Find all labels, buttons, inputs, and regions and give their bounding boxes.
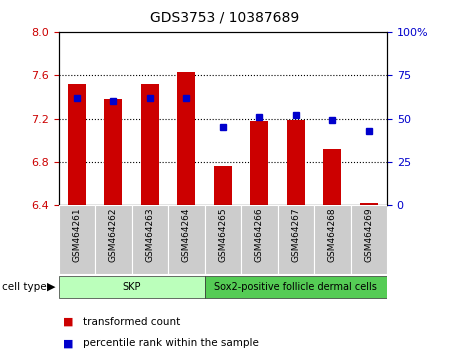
Bar <box>360 203 378 205</box>
Text: ▶: ▶ <box>47 282 56 292</box>
Bar <box>351 205 387 274</box>
Bar <box>131 205 168 274</box>
Bar <box>58 205 95 274</box>
Bar <box>58 275 204 298</box>
Bar <box>168 205 204 274</box>
Text: cell type: cell type <box>2 282 47 292</box>
Text: transformed count: transformed count <box>83 317 180 327</box>
Bar <box>278 205 314 274</box>
Text: GSM464266: GSM464266 <box>255 207 264 262</box>
Text: ■: ■ <box>63 338 73 348</box>
Text: Sox2-positive follicle dermal cells: Sox2-positive follicle dermal cells <box>214 282 377 292</box>
Text: GSM464265: GSM464265 <box>218 207 227 262</box>
Text: GSM464263: GSM464263 <box>145 207 154 262</box>
Bar <box>323 149 342 205</box>
Text: GSM464262: GSM464262 <box>109 207 118 262</box>
Bar <box>68 84 86 205</box>
Text: GSM464261: GSM464261 <box>72 207 81 262</box>
Text: percentile rank within the sample: percentile rank within the sample <box>83 338 259 348</box>
Text: GDS3753 / 10387689: GDS3753 / 10387689 <box>150 11 300 25</box>
Bar <box>95 205 131 274</box>
Bar <box>140 84 159 205</box>
Bar <box>314 205 351 274</box>
Text: GSM464269: GSM464269 <box>364 207 373 262</box>
Text: GSM464267: GSM464267 <box>291 207 300 262</box>
Text: GSM464264: GSM464264 <box>182 207 191 262</box>
Bar <box>214 166 232 205</box>
Bar <box>204 275 387 298</box>
Text: GSM464268: GSM464268 <box>328 207 337 262</box>
Text: SKP: SKP <box>122 282 141 292</box>
Bar <box>104 99 122 205</box>
Bar <box>241 205 278 274</box>
Bar <box>250 121 268 205</box>
Text: ■: ■ <box>63 317 73 327</box>
Bar <box>287 120 305 205</box>
Bar <box>177 72 195 205</box>
Bar <box>204 205 241 274</box>
